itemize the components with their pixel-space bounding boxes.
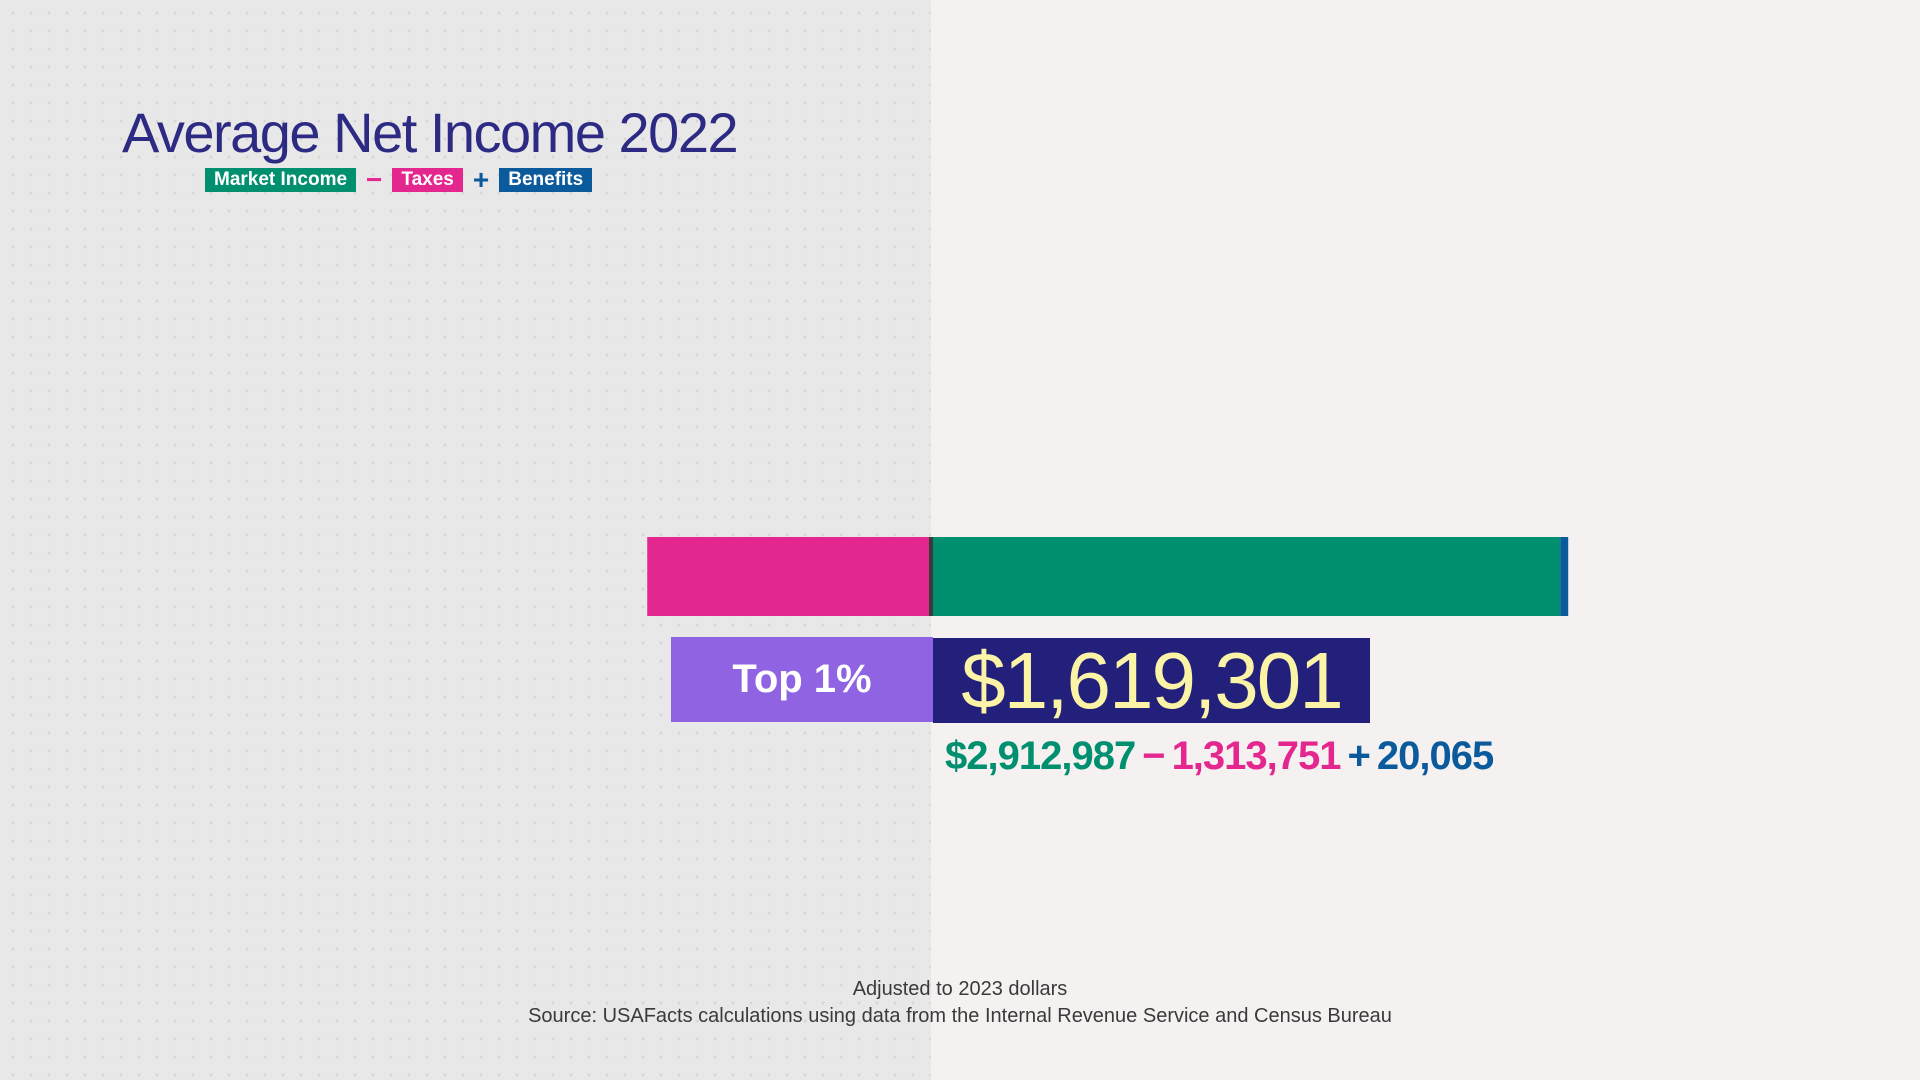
legend-plus-sign: + xyxy=(472,164,490,195)
net-income-value: $1,619,301 xyxy=(933,638,1370,723)
equation-market-income: $2,912,987 xyxy=(945,733,1136,778)
footer-note: Adjusted to 2023 dollars xyxy=(852,978,1068,1000)
equation-plus-sign: + xyxy=(1347,733,1371,778)
legend-benefits: Benefits xyxy=(499,168,593,192)
equation-minus-sign: − xyxy=(1142,733,1165,778)
equation-benefits: 20,065 xyxy=(1376,733,1494,778)
category-label: Top 1% xyxy=(671,637,933,722)
equation-taxes: 1,313,751 xyxy=(1171,733,1342,778)
legend-taxes: Taxes xyxy=(392,168,463,192)
bar-market-income xyxy=(931,537,1561,616)
legend: Market Income − Taxes + Benefits xyxy=(205,164,593,195)
legend-market-income: Market Income xyxy=(205,168,357,192)
bar-benefits xyxy=(1560,537,1569,616)
footer-source: Source: USAFacts calculations using data… xyxy=(528,1005,1392,1027)
legend-minus-sign: − xyxy=(366,164,383,195)
chart-title: Average Net Income 2022 xyxy=(122,101,739,164)
income-equation: $2,912,987 − 1,313,751 + 20,065 xyxy=(945,732,1494,780)
bar-taxes xyxy=(647,537,931,616)
